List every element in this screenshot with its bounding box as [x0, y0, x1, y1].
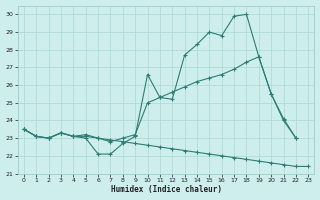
X-axis label: Humidex (Indice chaleur): Humidex (Indice chaleur) — [111, 185, 221, 194]
